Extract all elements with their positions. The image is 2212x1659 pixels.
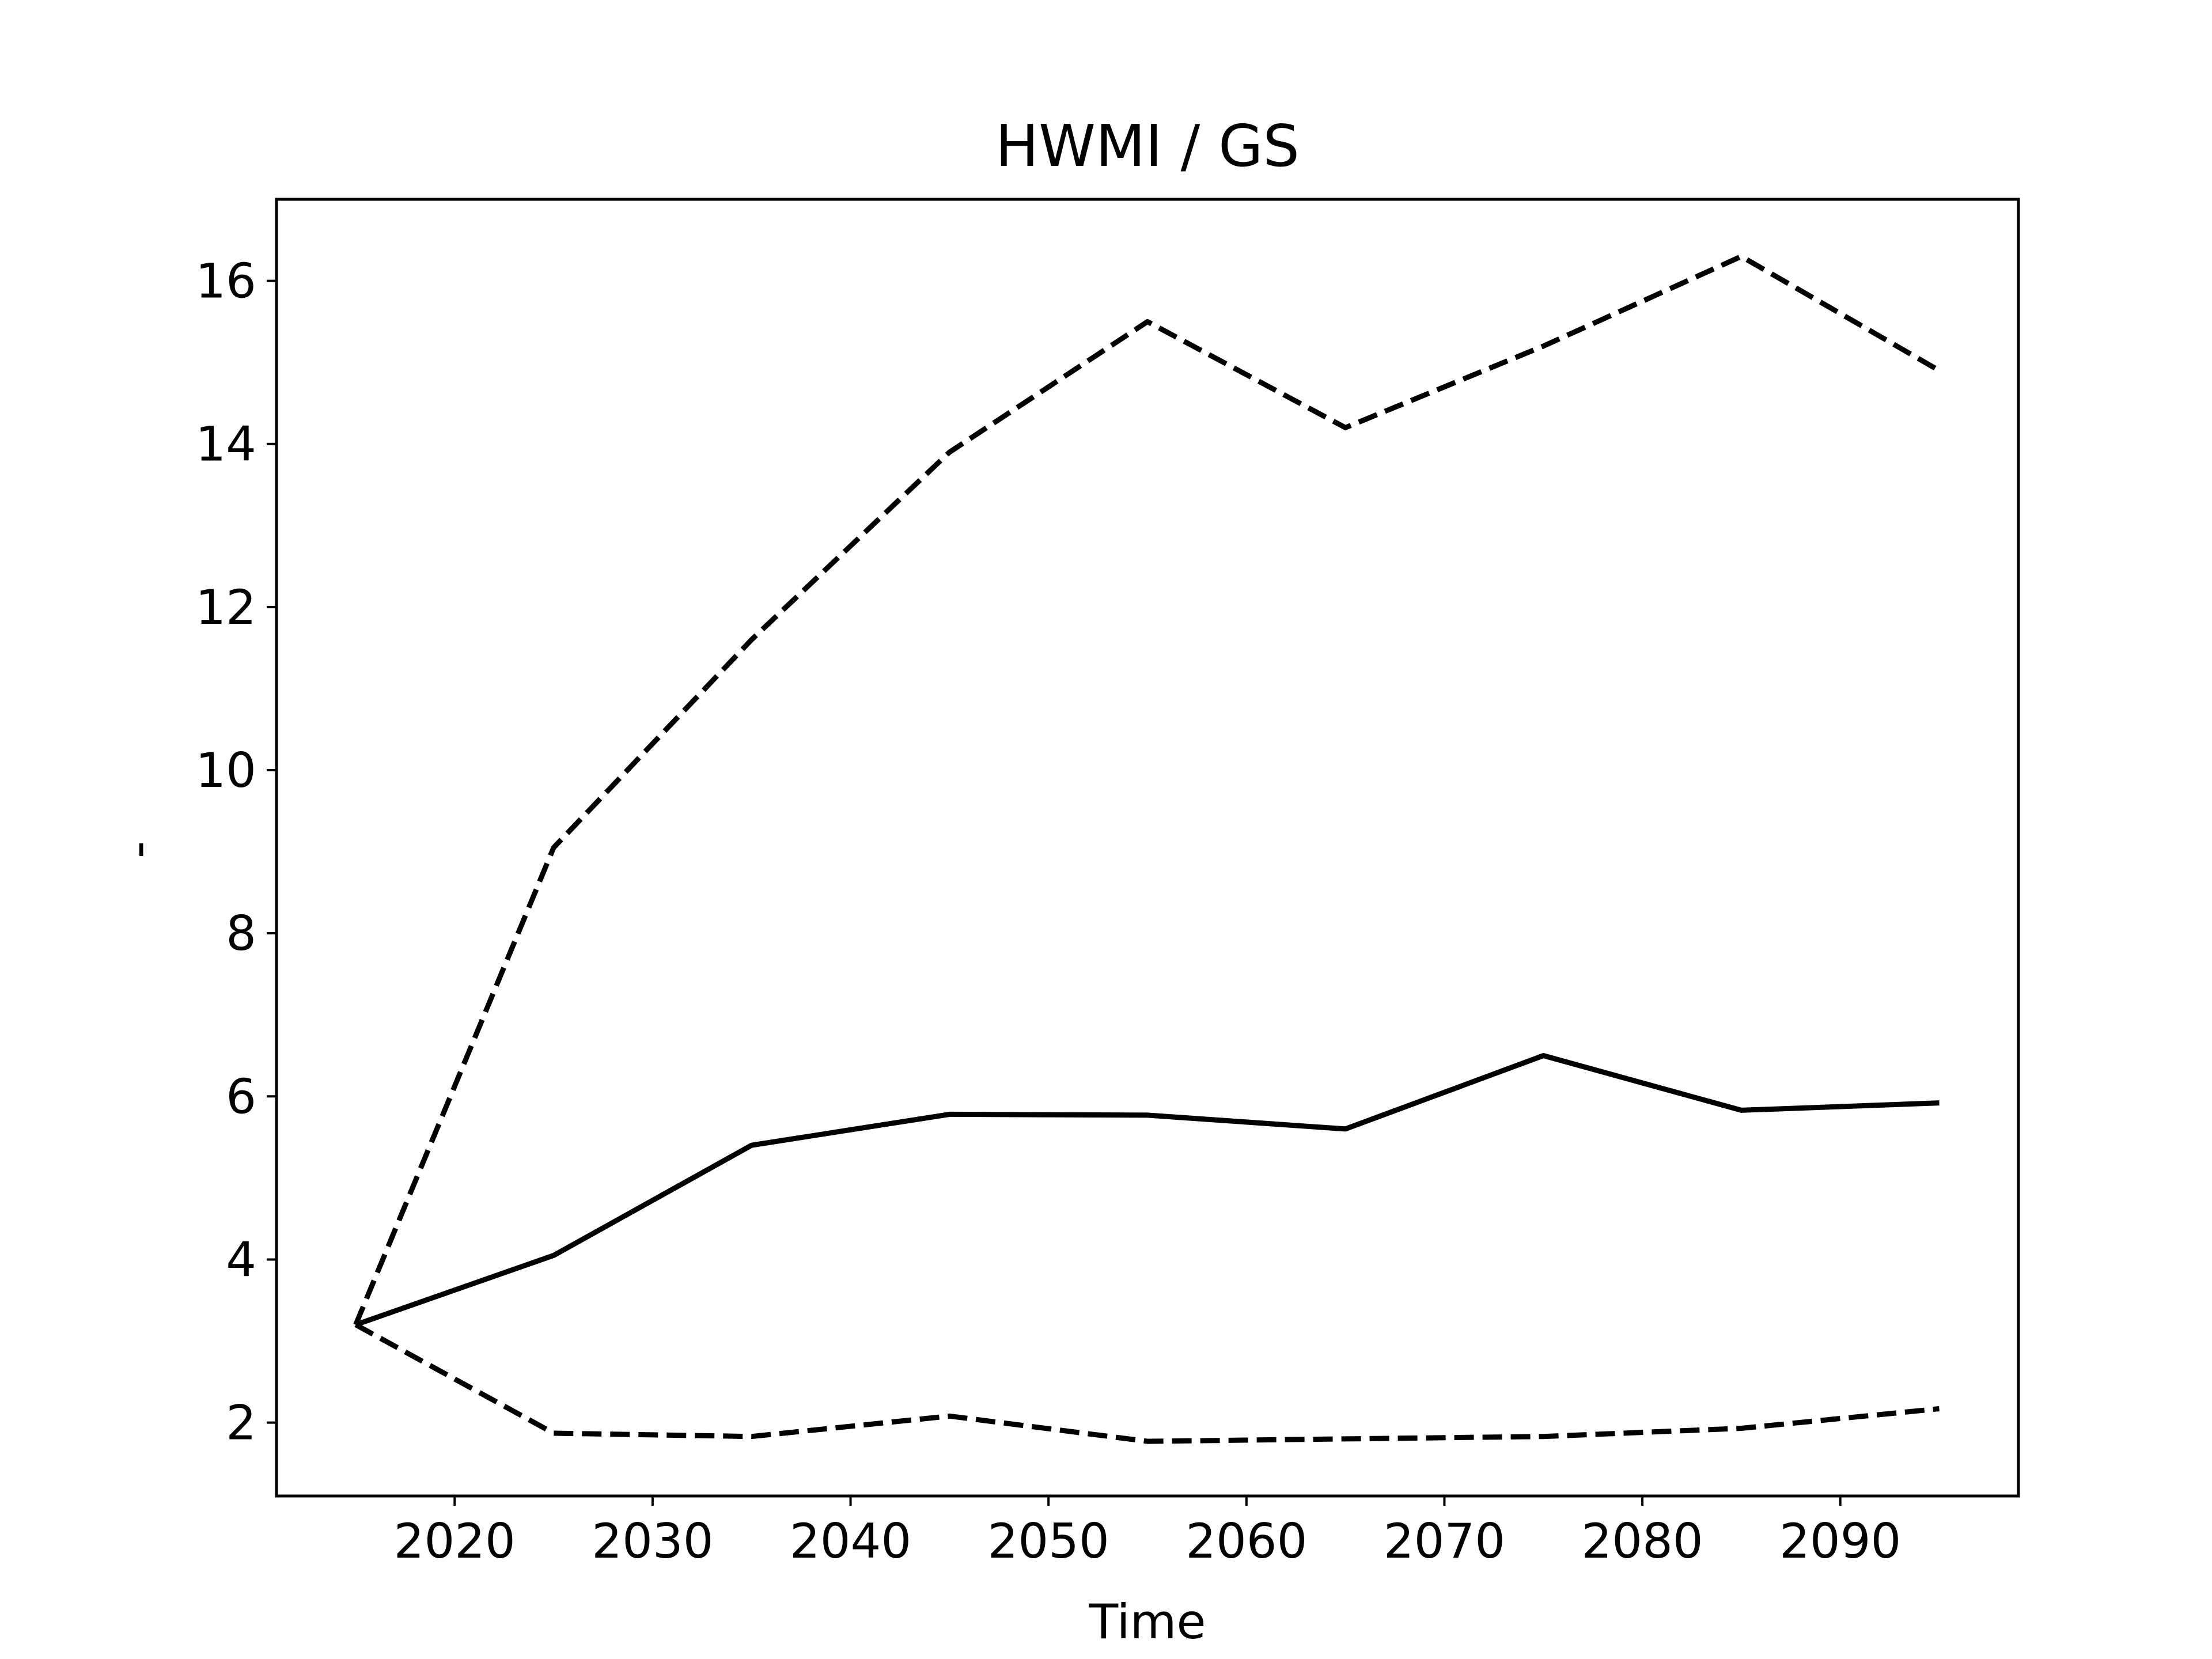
y-axis-label: - — [110, 841, 166, 858]
chart-title: HWMI / GS — [995, 112, 1300, 180]
x-tick-label: 2080 — [1581, 1513, 1703, 1569]
x-tick-label: 2040 — [790, 1513, 911, 1569]
y-axis-ticks: 2 4 6 8 10 12 14 16 — [195, 253, 276, 1451]
y-tick-label: 8 — [226, 906, 256, 961]
y-tick-label: 4 — [226, 1232, 256, 1287]
series-lower-dashed-line — [354, 1322, 1940, 1444]
x-axis-ticks: 2020 2030 2040 2050 2060 2070 2080 2090 — [394, 1496, 1901, 1569]
y-tick-label: 2 — [226, 1395, 256, 1451]
x-tick-label: 2060 — [1185, 1513, 1307, 1569]
y-tick-label: 16 — [195, 253, 256, 309]
y-tick-label: 12 — [195, 579, 256, 635]
y-tick-label: 6 — [226, 1069, 256, 1124]
x-tick-label: 2050 — [988, 1513, 1109, 1569]
y-tick-label: 14 — [195, 416, 256, 472]
series-median-solid-line — [355, 1053, 1940, 1327]
x-axis-label: Time — [1088, 1594, 1206, 1650]
y-tick-label: 10 — [195, 743, 256, 798]
x-tick-label: 2030 — [592, 1513, 713, 1569]
x-tick-label: 2020 — [394, 1513, 516, 1569]
x-tick-label: 2090 — [1779, 1513, 1901, 1569]
plot-area-frame — [275, 198, 2020, 1498]
series-upper-dashed-line — [353, 253, 1941, 1326]
x-tick-label: 2070 — [1384, 1513, 1505, 1569]
series-lines — [353, 253, 1941, 1444]
